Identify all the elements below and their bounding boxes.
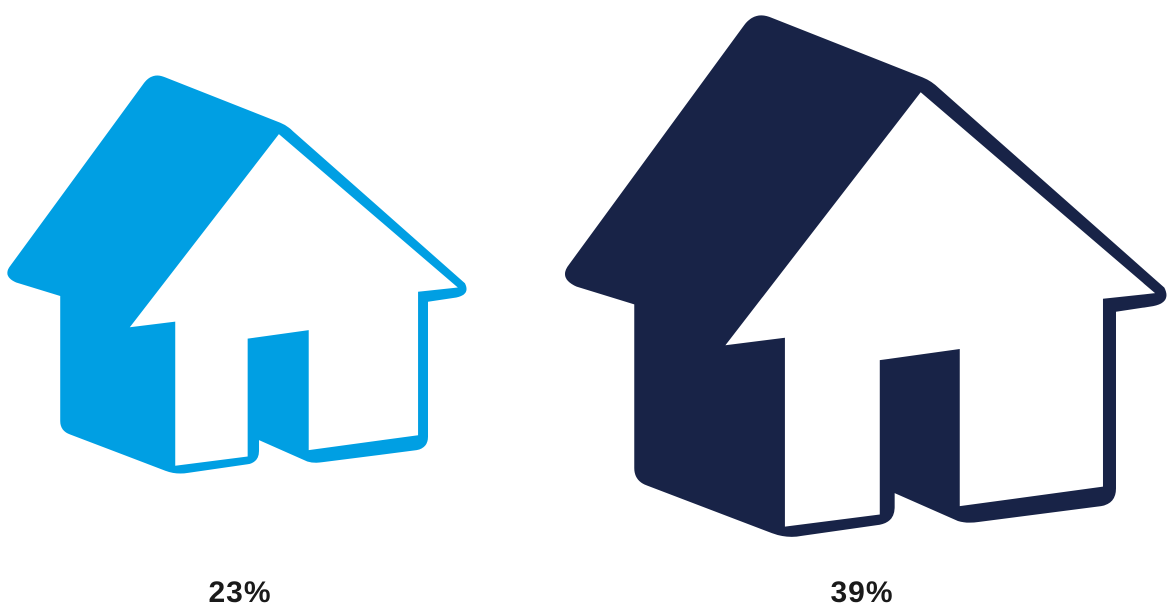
- house-front-face-1: [129, 134, 458, 466]
- value-labels: 23% 39%: [208, 576, 893, 609]
- house-value-label-2: 39%: [830, 576, 893, 609]
- house-icon-2: [564, 15, 1167, 537]
- house-front-face-2: [725, 92, 1156, 527]
- house-icon-1: [7, 75, 467, 474]
- house-value-label-1: 23%: [208, 576, 271, 609]
- house-marks: [7, 15, 1167, 537]
